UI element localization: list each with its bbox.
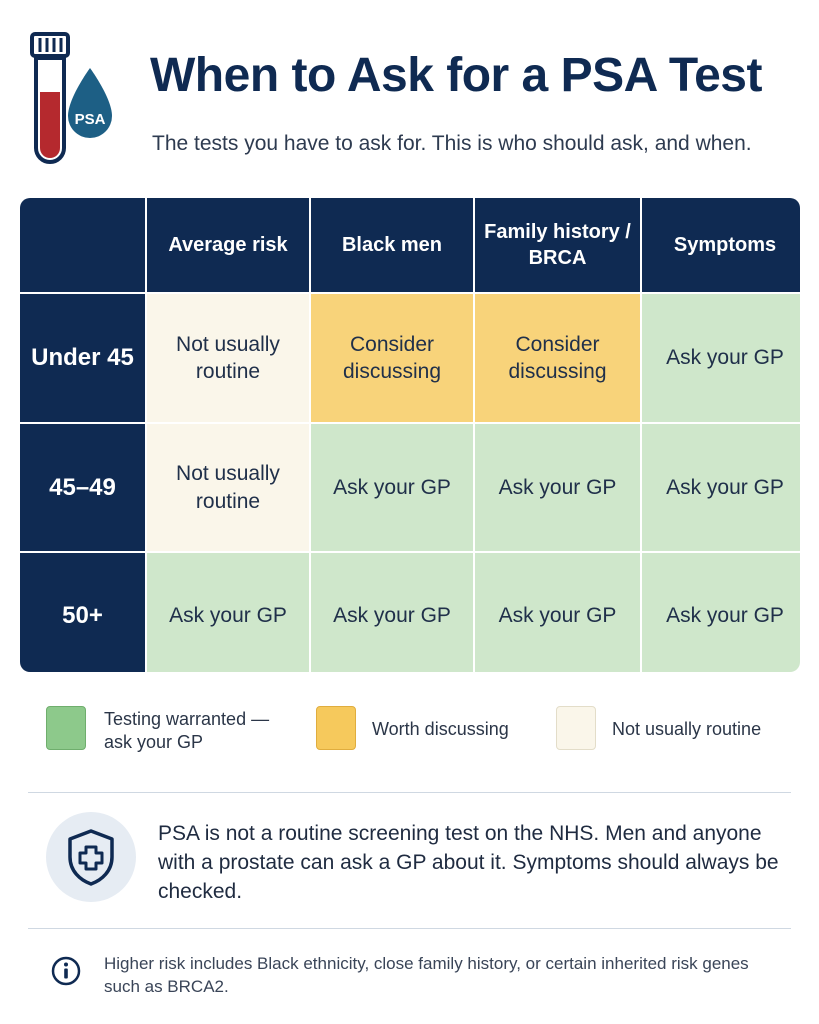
legend-swatch-cream xyxy=(556,706,596,750)
page-subtitle: The tests you have to ask for. This is w… xyxy=(152,132,752,155)
table-cell: Ask your GP xyxy=(475,553,640,672)
info-icon xyxy=(51,956,81,986)
legend-swatch-green xyxy=(46,706,86,750)
shield-badge xyxy=(46,812,136,902)
table-cell: Ask your GP xyxy=(311,553,473,672)
table-cell: Ask your GP xyxy=(147,553,309,672)
table-cell: Ask your GP xyxy=(642,553,800,672)
header: PSA When to Ask for a PSA Test The tests… xyxy=(0,0,819,190)
table-cell: Consider discussing xyxy=(475,294,640,422)
table-cell: Consider discussing xyxy=(311,294,473,422)
legend-swatch-amber xyxy=(316,706,356,750)
blood-tube-and-droplet-icon: PSA xyxy=(30,32,112,164)
divider xyxy=(28,928,791,929)
table-corner xyxy=(20,198,145,292)
column-header-black-men: Black men xyxy=(311,198,473,292)
legend: Testing warranted — ask your GP Worth di… xyxy=(0,706,819,756)
psa-guidance-table: Average risk Black men Family history / … xyxy=(20,198,800,672)
divider xyxy=(28,792,791,793)
table-cell: Ask your GP xyxy=(642,294,800,422)
row-header-45-49: 45–49 xyxy=(20,424,145,551)
column-header-average-risk: Average risk xyxy=(147,198,309,292)
row-header-50-plus: 50+ xyxy=(20,553,145,672)
table-cell: Not usually routine xyxy=(147,424,309,551)
shield-plus-icon xyxy=(68,829,114,886)
column-header-symptoms: Symptoms xyxy=(642,198,800,292)
legend-label-amber: Worth discussing xyxy=(372,719,509,739)
legend-label-green: Testing warranted — ask your GP xyxy=(104,709,270,753)
table-cell: Ask your GP xyxy=(311,424,473,551)
page-title: When to Ask for a PSA Test xyxy=(150,49,762,102)
table-cell: Not usually routine xyxy=(147,294,309,422)
nhs-note: PSA is not a routine screening test on t… xyxy=(158,822,779,903)
row-header-under-45: Under 45 xyxy=(20,294,145,422)
column-header-family-history: Family history / BRCA xyxy=(475,198,640,292)
table-cell: Ask your GP xyxy=(642,424,800,551)
legend-label-cream: Not usually routine xyxy=(612,719,762,739)
table-cell: Ask your GP xyxy=(475,424,640,551)
risk-footnote: Higher risk includes Black ethnicity, cl… xyxy=(104,954,749,997)
droplet-label: PSA xyxy=(75,111,106,128)
